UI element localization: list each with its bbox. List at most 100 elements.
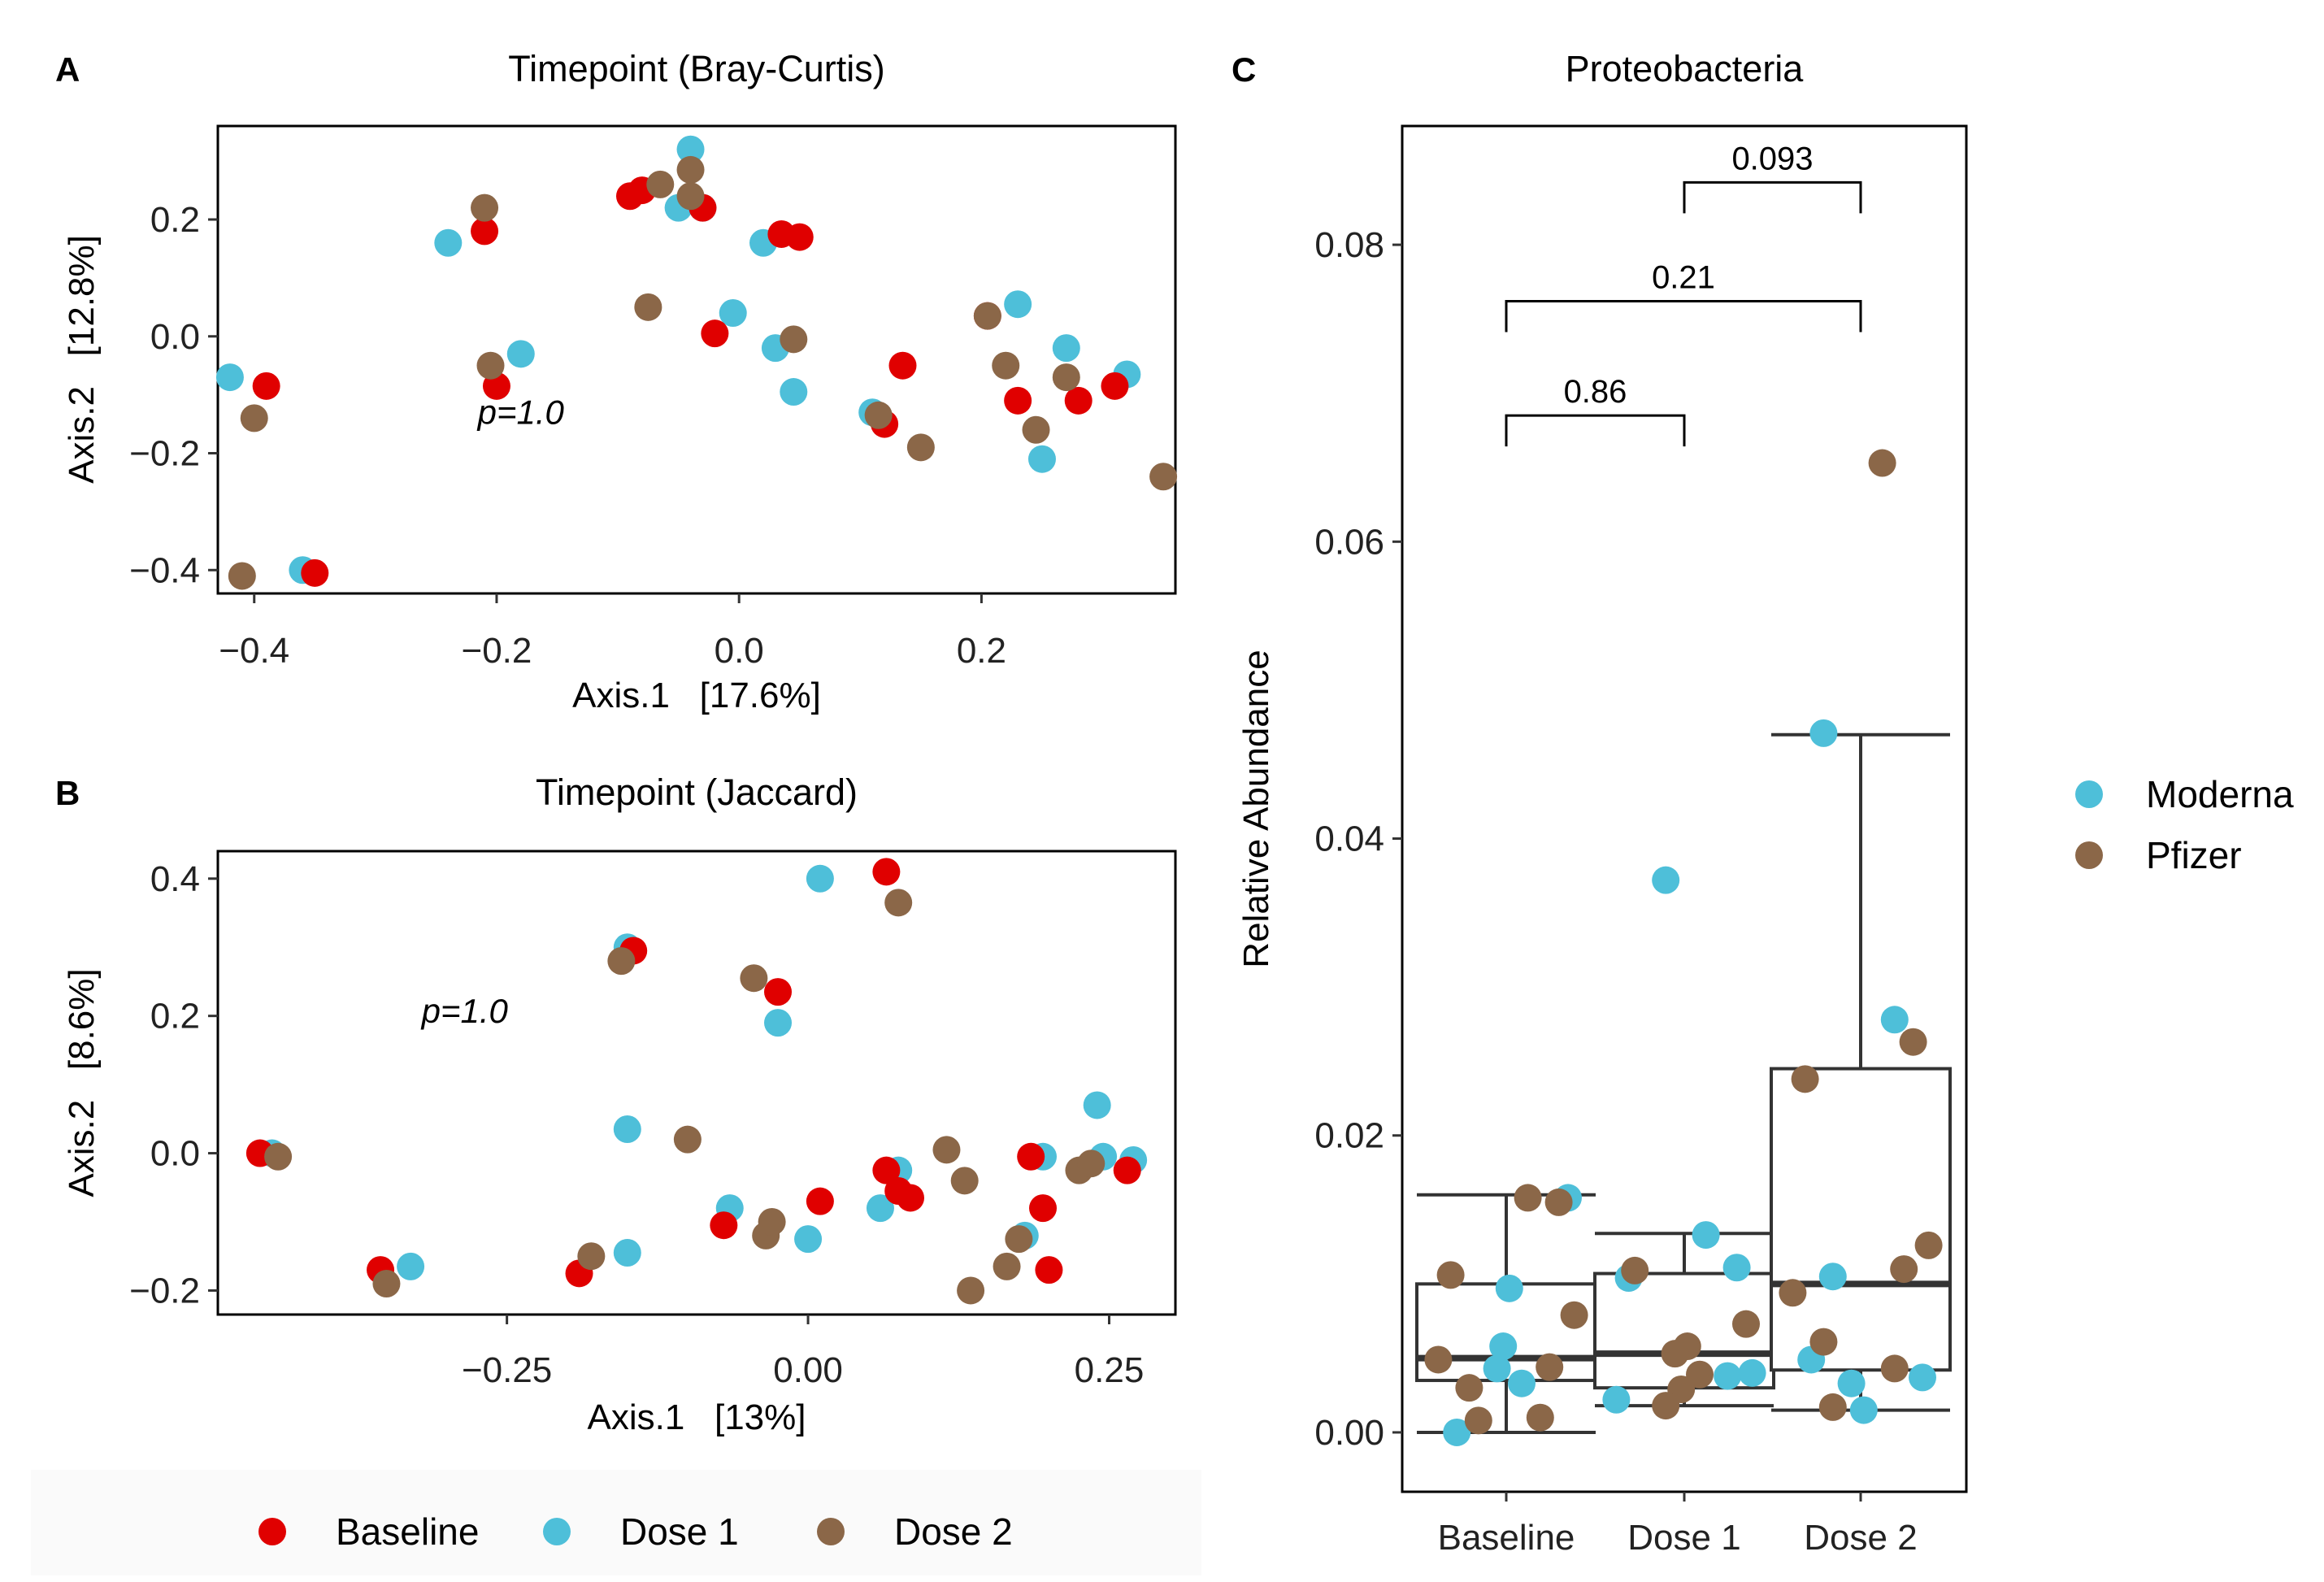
panel-label-c: C	[1232, 50, 1256, 89]
point-baseline	[872, 1156, 901, 1184]
comparison-bracket	[1505, 299, 1862, 332]
point-pfizer	[1791, 1065, 1819, 1093]
y-tick-label: −0.2	[129, 434, 200, 474]
legend-key-pfizer	[2075, 841, 2103, 869]
point-dose-2	[884, 889, 913, 917]
point-dose-2	[372, 1270, 401, 1297]
point-dose-2	[992, 351, 1020, 380]
point-dose-2	[864, 401, 893, 429]
comparison-bracket	[1505, 414, 1686, 447]
point-pfizer	[1732, 1310, 1760, 1338]
point-pfizer	[1914, 1231, 1943, 1259]
point-dose-1	[866, 1194, 894, 1223]
point-dose-1	[719, 299, 747, 327]
panel-a-title: Timepoint (Bray-Curtis)	[508, 48, 884, 89]
point-baseline	[710, 1211, 738, 1240]
point-baseline	[301, 558, 329, 587]
point-moderna	[1652, 866, 1680, 894]
point-moderna	[1909, 1363, 1936, 1392]
panel-b-jaccard: B Timepoint (Jaccard) Axis.1 [13%] Axis.…	[55, 771, 1177, 1437]
point-moderna	[1809, 719, 1838, 747]
panel-c-points	[1424, 449, 1943, 1446]
y-tick-label: −0.4	[129, 550, 200, 590]
point-dose-2	[957, 1276, 985, 1305]
x-tick-label: Dose 2	[1804, 1518, 1917, 1558]
point-pfizer	[1436, 1261, 1465, 1289]
panel-c-ticks: 0.00 0.02 0.04 0.06 0.08 Baseline Dose 1 Dose 2	[1314, 225, 1917, 1558]
point-dose-2	[676, 155, 705, 184]
panel-c-ylabel: Relative Abundance	[1236, 650, 1276, 967]
point-moderna	[1849, 1396, 1878, 1424]
point-pfizer	[1661, 1340, 1689, 1368]
y-tick-label: 0.08	[1314, 225, 1384, 265]
point-dose-1	[1027, 445, 1056, 473]
point-pfizer	[1686, 1360, 1714, 1389]
point-dose-2	[1022, 415, 1050, 444]
point-dose-2	[240, 404, 268, 432]
point-moderna	[1508, 1369, 1536, 1397]
point-dose-1	[676, 135, 705, 163]
point-pfizer	[1514, 1184, 1542, 1212]
point-moderna	[1722, 1254, 1751, 1282]
point-moderna	[1818, 1263, 1847, 1291]
point-pfizer	[1424, 1345, 1453, 1374]
point-dose-2	[780, 325, 808, 354]
panel-c-boxes	[1415, 732, 1952, 1434]
point-pfizer	[1868, 449, 1896, 477]
legend-key-baseline	[258, 1518, 286, 1545]
legend-key-dose-2	[817, 1518, 845, 1545]
point-pfizer	[1536, 1353, 1564, 1381]
panel-b-xlabel: Axis.1 [13%]	[587, 1397, 806, 1437]
point-dose-1	[215, 363, 244, 392]
legend-key-dose-1	[543, 1518, 571, 1545]
panel-a-points	[215, 135, 1178, 590]
legend-label: Dose 1	[620, 1510, 739, 1553]
point-baseline	[897, 1184, 925, 1212]
point-moderna	[1738, 1358, 1766, 1387]
point-dose-2	[1149, 463, 1178, 491]
point-moderna	[1443, 1418, 1471, 1446]
panel-c-brackets: 0.86 0.21 0.093	[1505, 141, 1862, 447]
panel-b-frame	[216, 850, 1177, 1316]
x-tick-label: −0.25	[462, 1350, 552, 1390]
panel-b-title: Timepoint (Jaccard)	[536, 771, 858, 813]
point-baseline	[1101, 372, 1129, 400]
point-dose-1	[1004, 290, 1032, 319]
x-tick-label: 0.00	[773, 1350, 843, 1390]
point-dose-2	[673, 1125, 702, 1154]
legend-label: Pfizer	[2146, 834, 2242, 876]
point-dose-2	[607, 947, 636, 976]
comparison-bracket	[1683, 180, 1862, 214]
point-dose-1	[806, 864, 834, 893]
point-dose-2	[993, 1252, 1021, 1280]
point-moderna	[1602, 1385, 1631, 1414]
point-dose-2	[740, 964, 768, 993]
point-dose-2	[973, 302, 1001, 330]
point-pfizer	[1464, 1406, 1492, 1435]
panel-a-bray-curtis: A Timepoint (Bray-Curtis) Axis.1 [17.6%]…	[55, 48, 1178, 715]
point-dose-1	[613, 1115, 641, 1143]
x-tick-label: 0.0	[715, 631, 764, 671]
point-baseline	[1064, 386, 1092, 415]
point-dose-2	[1005, 1225, 1033, 1254]
point-moderna	[1692, 1221, 1720, 1250]
point-baseline	[888, 351, 917, 380]
point-pfizer	[1880, 1354, 1909, 1383]
panel-a-frame	[216, 124, 1177, 595]
box-dose-2	[1770, 1067, 1952, 1372]
panel-b-ticks: −0.25 0.00 0.25 −0.2 0.0 0.2 0.4	[129, 859, 1144, 1390]
point-moderna	[1495, 1274, 1523, 1302]
point-pfizer	[1544, 1188, 1573, 1216]
point-dose-1	[397, 1252, 425, 1280]
point-dose-2	[676, 182, 705, 211]
point-pfizer	[1455, 1374, 1483, 1402]
point-dose-1	[506, 340, 535, 368]
panel-a-p-value: p=1.0	[476, 393, 565, 432]
panel-c-title: Proteobacteria	[1566, 48, 1805, 89]
point-pfizer	[1779, 1279, 1807, 1307]
y-tick-label: 0.2	[150, 997, 200, 1037]
point-baseline	[806, 1187, 834, 1215]
point-baseline	[1029, 1194, 1058, 1223]
point-dose-2	[646, 170, 675, 198]
